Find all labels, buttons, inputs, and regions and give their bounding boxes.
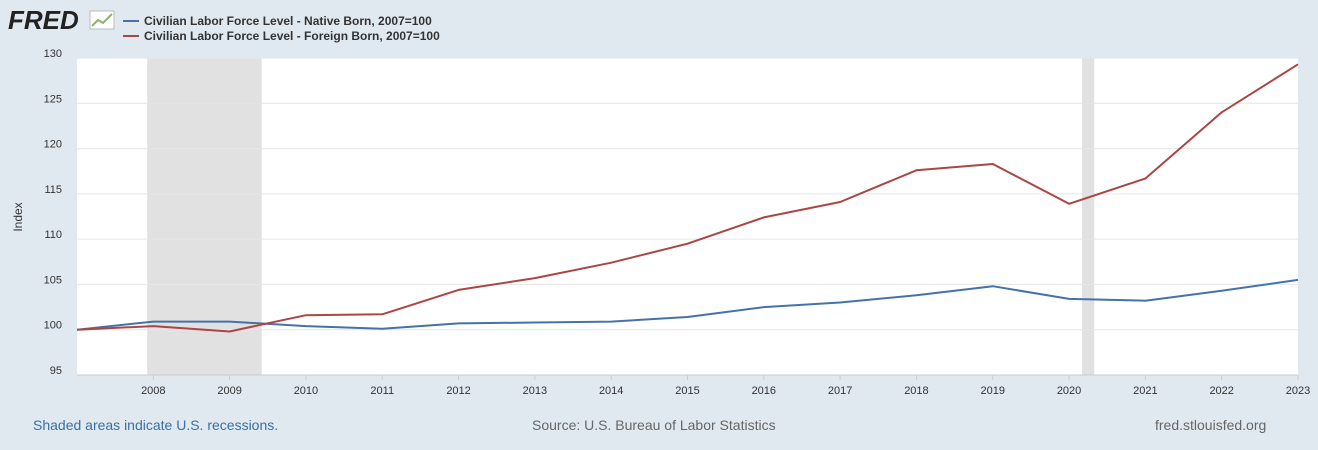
plot-area <box>77 58 1298 375</box>
fred-logo-text: FRED <box>8 6 79 34</box>
x-tick-label-2022: 2022 <box>1209 385 1233 397</box>
x-tick-label-2018: 2018 <box>904 385 928 397</box>
x-axis-ticks: 2008 2009 2010 2011 2012 2013 2014 2015 2016 2017… <box>77 374 1310 397</box>
x-tick-label-2014: 2014 <box>599 385 623 397</box>
x-tick-label-2008: 2008 <box>141 385 165 397</box>
series-line-1 <box>76 63 1299 333</box>
y-tick-label-100: 100 <box>44 320 62 332</box>
y-tick-label-95: 95 <box>50 365 62 377</box>
y-tick-label-120: 120 <box>44 139 62 151</box>
fred-chart-icon <box>89 10 115 30</box>
x-tick-label-2015: 2015 <box>675 385 699 397</box>
legend-item-native[interactable]: Civilian Labor Force Level - Native Born… <box>123 13 440 28</box>
x-tick-label-2023: 2023 <box>1286 385 1310 397</box>
y-tick-label-130: 130 <box>44 48 62 60</box>
site-link[interactable]: fred.stlouisfed.org <box>1155 417 1267 433</box>
x-tick-label-2009: 2009 <box>217 385 241 397</box>
legend: Civilian Labor Force Level - Native Born… <box>123 13 440 43</box>
x-tick-label-2020: 2020 <box>1057 385 1081 397</box>
y-tick-label-105: 105 <box>44 274 62 286</box>
recession-band-1 <box>1082 58 1095 375</box>
fred-logo[interactable]: FRED <box>8 5 120 39</box>
x-tick-label-2010: 2010 <box>294 385 318 397</box>
y-tick-label-125: 125 <box>44 93 62 105</box>
gridlines <box>77 57 1298 331</box>
x-tick-label-2016: 2016 <box>752 385 776 397</box>
legend-swatch-native <box>123 19 139 22</box>
legend-label-foreign: Civilian Labor Force Level - Foreign Bor… <box>144 28 440 43</box>
legend-swatch-foreign <box>123 34 139 37</box>
source-note: Source: U.S. Bureau of Labor Statistics <box>532 417 776 433</box>
series-lines <box>76 63 1299 333</box>
series-line-0 <box>76 278 1299 331</box>
legend-label-native: Civilian Labor Force Level - Native Born… <box>144 13 432 28</box>
x-tick-label-2021: 2021 <box>1133 385 1157 397</box>
y-tick-label-115: 115 <box>44 184 62 196</box>
recession-note: Shaded areas indicate U.S. recessions. <box>33 417 279 433</box>
y-axis-ticks: 95 100 105 110 115 120 125 130 <box>44 48 62 377</box>
legend-item-foreign[interactable]: Civilian Labor Force Level - Foreign Bor… <box>123 28 440 43</box>
y-tick-label-110: 110 <box>44 229 62 241</box>
x-tick-label-2019: 2019 <box>981 385 1005 397</box>
x-tick-label-2017: 2017 <box>828 385 852 397</box>
x-tick-label-2013: 2013 <box>523 385 547 397</box>
x-tick-label-2011: 2011 <box>370 385 394 397</box>
x-tick-label-2012: 2012 <box>446 385 470 397</box>
y-axis-label: Index <box>11 202 25 231</box>
